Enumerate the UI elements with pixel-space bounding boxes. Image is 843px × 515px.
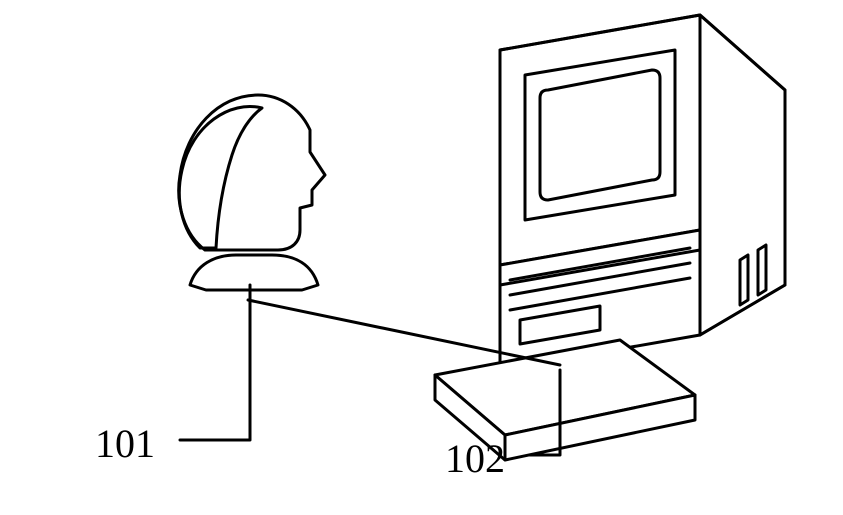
user-shoulders [190, 255, 318, 290]
leader-user [180, 285, 250, 440]
label-user: 101 [95, 420, 155, 467]
label-device: 102 [445, 435, 505, 482]
